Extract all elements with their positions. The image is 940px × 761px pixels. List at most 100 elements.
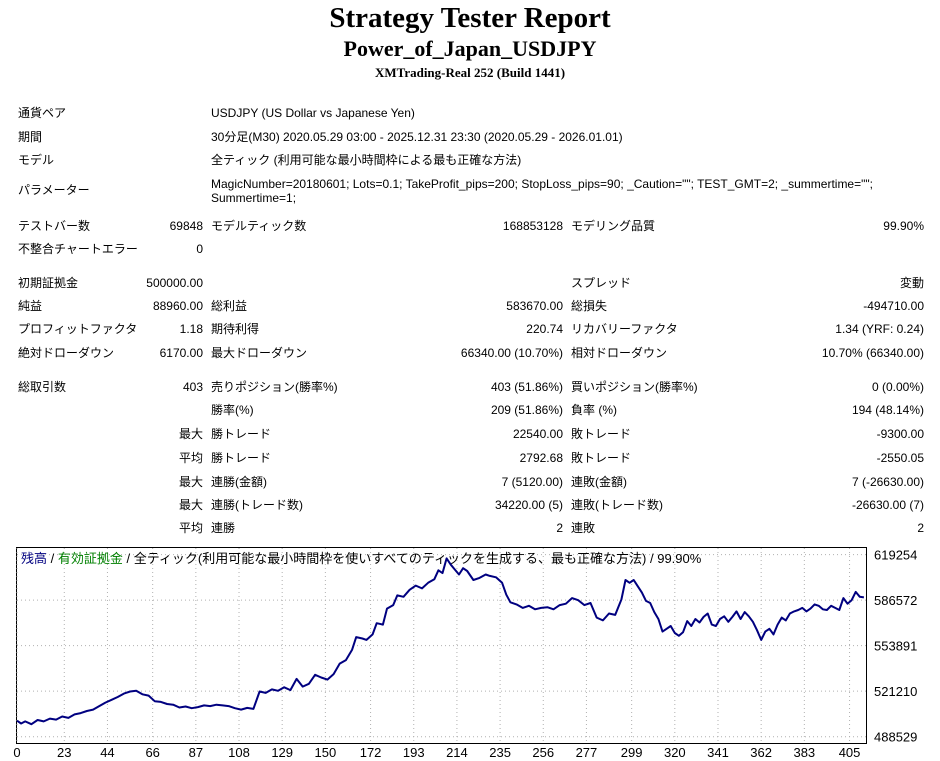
y-tick-label: 586572 — [874, 593, 917, 608]
x-tick-label: 66 — [145, 745, 159, 760]
avg-loss-trade-value: -2550.05 — [876, 451, 924, 465]
win-rate-label: 勝率(%) — [211, 403, 254, 417]
consec-win-trd-label: 連勝(トレード数) — [211, 498, 303, 512]
short-label: 売りポジション(勝率%) — [211, 380, 338, 394]
ea-name: Power_of_Japan_USDJPY — [343, 36, 597, 61]
expected-value: 220.74 — [526, 322, 563, 336]
consec-loss-trd-label: 連敗(トレード数) — [571, 498, 663, 512]
report-title: Strategy Tester Report — [329, 2, 611, 34]
spread-value: 変動 — [899, 276, 924, 290]
quality-value: 99.90% — [883, 219, 924, 233]
avg-consec-loss-value: 2 — [917, 521, 924, 535]
bars-label: テストバー数 — [18, 219, 91, 233]
net-label: 純益 — [18, 299, 43, 313]
pf-value: 1.18 — [179, 322, 203, 336]
abs-dd-value: 6170.00 — [159, 346, 203, 360]
x-tick-label: 108 — [228, 745, 250, 760]
avg-consec-loss-label: 連敗 — [571, 521, 596, 535]
x-tick-label: 87 — [189, 745, 203, 760]
recovery-label: リカバリーファクタ — [571, 322, 678, 336]
x-tick-label: 193 — [403, 745, 425, 760]
chart-legend: 残高 / 有効証拠金 / 全ティック(利用可能な最小時間枠を使いすべてのティック… — [21, 551, 702, 566]
pf-label: プロフィットファクタ — [18, 322, 138, 336]
abs-dd-label: 絶対ドローダウン — [18, 346, 115, 360]
max-label: 最大 — [178, 427, 203, 441]
short-value: 403 (51.86%) — [490, 380, 563, 394]
x-tick-label: 405 — [839, 745, 861, 760]
deposit-label: 初期証拠金 — [18, 276, 79, 290]
avg-consec-win-label: 連勝 — [211, 521, 236, 535]
mismatch-value: 0 — [196, 242, 203, 256]
rel-dd-label: 相対ドローダウン — [571, 346, 668, 360]
x-tick-label: 0 — [13, 745, 20, 760]
max-label-3: 最大 — [178, 498, 203, 512]
trades-label: 総取引数 — [18, 380, 67, 394]
consec-win-amt-value: 7 (5120.00) — [501, 475, 563, 489]
y-tick-label: 619254 — [874, 548, 917, 563]
max-label-2: 最大 — [178, 475, 203, 489]
x-tick-label: 362 — [750, 745, 772, 760]
params-label: パラメーター — [18, 183, 90, 197]
trades-value: 403 — [182, 380, 203, 394]
ticks-label: モデルティック数 — [211, 219, 307, 233]
y-tick-label: 553891 — [874, 639, 917, 654]
legend-sep: / — [47, 551, 58, 566]
avg-win-trade-value: 2792.68 — [519, 451, 563, 465]
rel-dd-value: 10.70% (66340.00) — [821, 346, 924, 360]
x-tick-label: 299 — [621, 745, 643, 760]
x-tick-label: 214 — [446, 745, 468, 760]
y-tick-label: 521210 — [874, 684, 917, 699]
net-value: 88960.00 — [152, 299, 203, 313]
max-loss-trade-value: -9300.00 — [876, 427, 924, 441]
legend-description: / 全ティック(利用可能な最小時間枠を使いすべてのティックを生成する、最も正確な… — [123, 551, 702, 566]
x-tick-label: 172 — [360, 745, 382, 760]
ticks-value: 168853128 — [502, 219, 563, 233]
gross-profit-label: 総利益 — [211, 299, 248, 313]
recovery-value: 1.34 (YRF: 0.24) — [835, 322, 924, 336]
x-tick-label: 320 — [664, 745, 686, 760]
period-value: 30分足(M30) 2020.05.29 03:00 - 2025.12.31 … — [211, 130, 623, 144]
x-tick-label: 44 — [100, 745, 114, 760]
consec-loss-amt-label: 連敗(金額) — [571, 475, 627, 489]
balance-series-line — [16, 557, 865, 726]
loss-rate-label: 負率 (%) — [571, 403, 617, 417]
avg-loss-trade-label: 敗トレード — [571, 451, 632, 465]
long-value: 0 (0.00%) — [871, 380, 924, 394]
win-rate-value: 209 (51.86%) — [490, 403, 563, 417]
gross-profit-value: 583670.00 — [506, 299, 563, 313]
avg-label: 平均 — [178, 451, 203, 465]
max-dd-label: 最大ドローダウン — [211, 346, 308, 360]
period-label: 期間 — [18, 130, 43, 144]
x-tick-label: 129 — [271, 745, 293, 760]
y-tick-label: 488529 — [874, 730, 917, 745]
symbol-label: 通貨ペア — [18, 106, 67, 120]
x-tick-label: 341 — [707, 745, 729, 760]
deposit-value: 500000.00 — [146, 276, 203, 290]
consec-loss-trd-value: -26630.00 (7) — [851, 498, 924, 512]
model-label: モデル — [18, 153, 55, 167]
symbol-value: USDJPY (US Dollar vs Japanese Yen) — [211, 106, 415, 120]
quality-label: モデリング品質 — [571, 219, 656, 233]
gross-loss-label: 総損失 — [571, 299, 608, 313]
x-tick-label: 150 — [315, 745, 337, 760]
consec-win-trd-value: 34220.00 (5) — [494, 498, 563, 512]
x-tick-label: 383 — [793, 745, 815, 760]
bars-value: 69848 — [169, 219, 203, 233]
mismatch-label: 不整合チャートエラー — [18, 242, 138, 256]
avg-win-trade-label: 勝トレード — [211, 451, 272, 465]
gross-loss-value: -494710.00 — [863, 299, 924, 313]
x-tick-label: 277 — [576, 745, 598, 760]
consec-win-amt-label: 連勝(金額) — [211, 475, 267, 489]
x-tick-label: 23 — [57, 745, 71, 760]
avg-consec-win-value: 2 — [556, 521, 563, 535]
long-label: 買いポジション(勝率%) — [571, 380, 698, 394]
spread-label: スプレッド — [571, 276, 632, 290]
max-win-trade-value: 22540.00 — [512, 427, 563, 441]
params-value: MagicNumber=20180601; Lots=0.1; TakeProf… — [211, 177, 873, 205]
x-tick-label: 235 — [489, 745, 511, 760]
model-value: 全ティック (利用可能な最小時間枠による最も正確な方法) — [211, 153, 522, 167]
legend-balance: 残高 — [21, 551, 47, 566]
legend-equity: 有効証拠金 — [58, 551, 123, 566]
x-tick-label: 256 — [532, 745, 554, 760]
max-win-trade-label: 勝トレード — [211, 427, 272, 441]
